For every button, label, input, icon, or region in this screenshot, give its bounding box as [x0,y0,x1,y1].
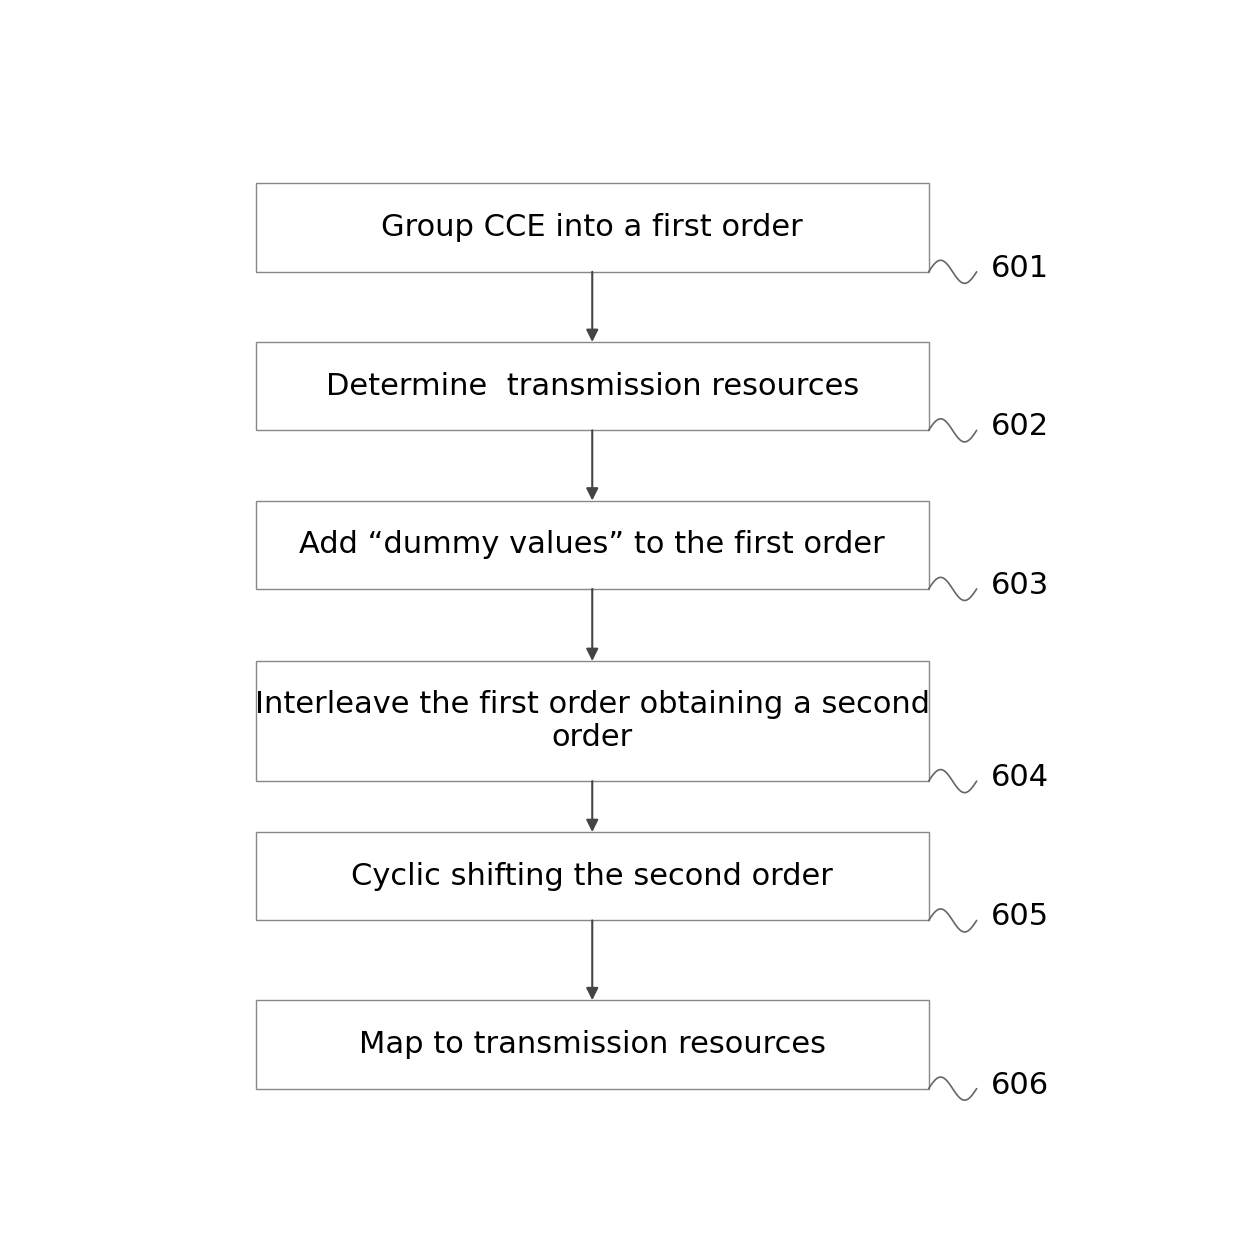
Bar [255,183,929,272]
Text: Cyclic shifting the second order: Cyclic shifting the second order [351,862,833,891]
Bar [255,1000,929,1088]
Text: 605: 605 [991,902,1049,931]
Text: Add “dummy values” to the first order: Add “dummy values” to the first order [299,530,885,559]
Text: Interleave the first order obtaining a second
order: Interleave the first order obtaining a s… [254,690,930,753]
Text: 603: 603 [991,570,1049,600]
Bar [255,832,929,921]
Text: Group CCE into a first order: Group CCE into a first order [382,213,804,242]
Bar [255,661,929,781]
Text: 602: 602 [991,412,1049,442]
Text: Map to transmission resources: Map to transmission resources [358,1030,826,1058]
Text: 606: 606 [991,1071,1049,1099]
Bar [255,500,929,589]
Text: 604: 604 [991,763,1049,792]
Bar [255,342,929,431]
Text: Determine  transmission resources: Determine transmission resources [326,372,859,401]
Text: 601: 601 [991,253,1049,283]
